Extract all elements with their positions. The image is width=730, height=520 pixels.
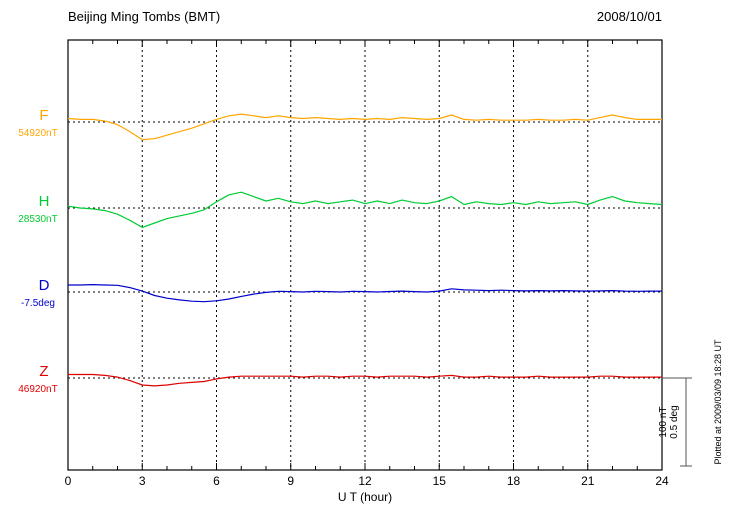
x-tick-label: 9 (287, 474, 294, 488)
trace-F (67, 113, 662, 141)
trace-baseline-label-D: -7.5deg (21, 298, 55, 309)
x-tick-label: 12 (358, 474, 372, 488)
x-tick-label: 6 (213, 474, 220, 488)
x-tick-label: 24 (655, 474, 669, 488)
x-tick-label: 3 (139, 474, 146, 488)
plotted-at-label: Plotted at 2009/03/09 18:28 UT (713, 339, 723, 465)
trace-baseline-label-H: 28530nT (18, 214, 57, 225)
trace-label-D: D (39, 277, 50, 294)
trace-baseline-label-F: 54920nT (18, 128, 57, 139)
x-tick-label: 15 (433, 474, 447, 488)
trace-label-H: H (39, 193, 50, 210)
trace-H (67, 191, 663, 228)
x-tick-label: 0 (65, 474, 72, 488)
x-tick-label: 18 (507, 474, 521, 488)
trace-Z (68, 373, 662, 387)
scale-bar-label-nt: 100 nT (658, 406, 669, 437)
trace-baseline-label-Z: 46920nT (18, 384, 57, 395)
x-axis-label: U T (hour) (338, 490, 392, 504)
x-tick-label: 21 (581, 474, 595, 488)
trace-label-Z: Z (39, 363, 48, 380)
plot-date: 2008/10/01 (596, 9, 662, 24)
trace-D (68, 284, 662, 303)
scale-bar-label-deg: 0.5 deg (669, 405, 680, 438)
trace-label-F: F (39, 107, 48, 124)
station-title: Beijing Ming Tombs (BMT) (68, 9, 221, 24)
